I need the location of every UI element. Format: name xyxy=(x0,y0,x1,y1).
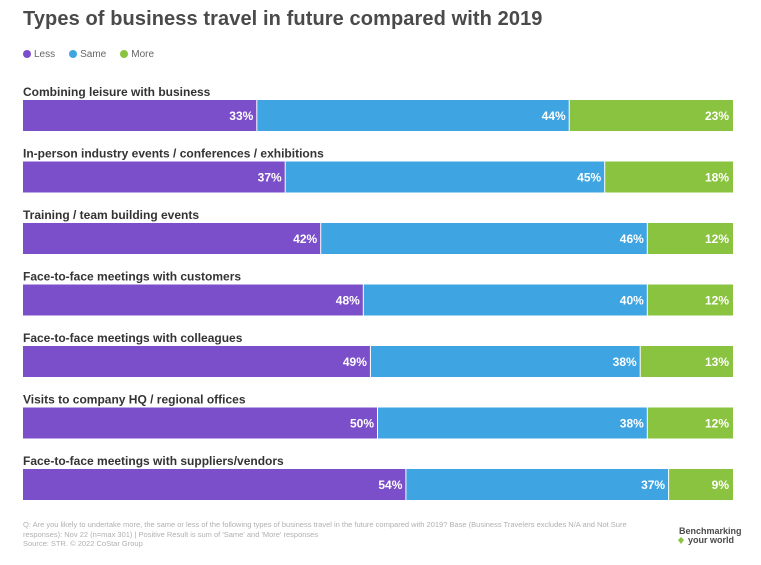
bar-more-face-to-face-meetings-with-suppliers-vendors[interactable] xyxy=(669,469,733,500)
data-label-less-combining-leisure-with-business: 33% xyxy=(229,109,253,123)
bar-same-face-to-face-meetings-with-colleagues[interactable] xyxy=(370,346,640,377)
data-label-more-combining-leisure-with-business: 23% xyxy=(705,109,729,123)
bar-less-visits-to-company-hq-regional-offices[interactable] xyxy=(23,407,377,439)
category-label-face-to-face-meetings-with-colleagues: Face-to-face meetings with colleagues xyxy=(23,331,243,345)
bar-less-face-to-face-meetings-with-suppliers-vendors[interactable] xyxy=(23,469,406,500)
logo-pin-icon xyxy=(678,537,684,544)
data-label-more-visits-to-company-hq-regional-offices: 12% xyxy=(705,417,729,431)
bar-more-face-to-face-meetings-with-colleagues[interactable] xyxy=(640,346,733,377)
bar-same-in-person-industry-events-conferences-exhibitions[interactable] xyxy=(285,161,605,193)
data-label-less-face-to-face-meetings-with-suppliers-vendors: 54% xyxy=(378,478,402,492)
legend-label-same: Same xyxy=(80,48,107,60)
data-label-more-face-to-face-meetings-with-colleagues: 13% xyxy=(705,355,729,369)
legend-item-same[interactable]: Same xyxy=(69,49,106,60)
bar-more-visits-to-company-hq-regional-offices[interactable] xyxy=(647,407,733,439)
benchmarking-logo: Benchmarking your world xyxy=(674,526,744,546)
data-label-same-face-to-face-meetings-with-customers: 40% xyxy=(620,294,644,308)
bar-more-in-person-industry-events-conferences-exhibitions[interactable] xyxy=(605,161,733,193)
bar-same-face-to-face-meetings-with-suppliers-vendors[interactable] xyxy=(406,469,669,500)
legend-item-less[interactable]: Less xyxy=(23,49,55,60)
bar-more-face-to-face-meetings-with-customers[interactable] xyxy=(647,284,733,316)
data-label-same-face-to-face-meetings-with-colleagues: 38% xyxy=(613,355,637,369)
bar-less-face-to-face-meetings-with-customers[interactable] xyxy=(23,284,363,316)
footnote-base: responses): Nov 22 (n=max 301) | Positiv… xyxy=(23,529,319,539)
bar-more-combining-leisure-with-business[interactable] xyxy=(569,100,733,131)
data-label-same-training-team-building-events: 46% xyxy=(620,232,644,246)
legend-swatch-same xyxy=(69,50,78,58)
legend-label-more: More xyxy=(131,48,155,60)
footnote-question: Q: Are you likely to undertake more, the… xyxy=(23,520,627,529)
category-label-face-to-face-meetings-with-customers: Face-to-face meetings with customers xyxy=(23,270,241,284)
bar-less-in-person-industry-events-conferences-exhibitions[interactable] xyxy=(23,161,285,193)
data-label-less-in-person-industry-events-conferences-exhibitions: 37% xyxy=(258,171,282,185)
data-label-less-training-team-building-events: 42% xyxy=(293,232,317,246)
bar-same-visits-to-company-hq-regional-offices[interactable] xyxy=(378,407,647,439)
data-label-same-visits-to-company-hq-regional-offices: 38% xyxy=(620,417,644,431)
bar-same-combining-leisure-with-business[interactable] xyxy=(257,100,569,131)
category-label-visits-to-company-hq-regional-offices: Visits to company HQ / regional offices xyxy=(23,393,246,407)
legend-swatch-more xyxy=(120,50,129,58)
bar-more-training-team-building-events[interactable] xyxy=(647,223,733,254)
footnote-source: Source: STR. © 2022 CoStar Group xyxy=(23,539,143,548)
data-label-same-in-person-industry-events-conferences-exhibitions: 45% xyxy=(577,171,601,185)
bar-less-training-team-building-events[interactable] xyxy=(23,223,321,254)
bar-less-combining-leisure-with-business[interactable] xyxy=(23,100,257,131)
legend-label-less: Less xyxy=(34,48,56,60)
stacked-bar-chart: Combining leisure with business 33% 44% 23%… xyxy=(23,85,733,500)
data-label-less-face-to-face-meetings-with-colleagues: 49% xyxy=(343,355,367,369)
logo-text-benchmarking: Benchmarking xyxy=(679,526,742,536)
category-label-training-team-building-events: Training / team building events xyxy=(23,208,199,222)
chart-footnote: Q: Are you likely to undertake more, the… xyxy=(23,520,653,549)
data-label-more-in-person-industry-events-conferences-exhibitions: 18% xyxy=(705,171,729,185)
category-label-face-to-face-meetings-with-suppliers-vendors: Face-to-face meetings with suppliers/ven… xyxy=(23,454,284,468)
data-label-same-combining-leisure-with-business: 44% xyxy=(542,109,566,123)
bar-less-face-to-face-meetings-with-colleagues[interactable] xyxy=(23,346,370,377)
logo-text-your-world: your world xyxy=(688,535,735,545)
bar-same-face-to-face-meetings-with-customers[interactable] xyxy=(363,284,647,316)
category-label-in-person-industry-events-conferences-exhibitions: In-person industry events / conferences … xyxy=(23,147,324,161)
data-label-more-face-to-face-meetings-with-customers: 12% xyxy=(705,294,729,308)
data-label-more-face-to-face-meetings-with-suppliers-vendors: 9% xyxy=(712,478,730,492)
bar-same-training-team-building-events[interactable] xyxy=(321,223,647,254)
legend-item-more[interactable]: More xyxy=(120,49,154,60)
data-label-less-face-to-face-meetings-with-customers: 48% xyxy=(336,294,360,308)
data-label-less-visits-to-company-hq-regional-offices: 50% xyxy=(350,417,374,431)
category-label-combining-leisure-with-business: Combining leisure with business xyxy=(23,85,211,99)
chart-title: Types of business travel in future compa… xyxy=(23,8,543,30)
chart-legend: Less Same More xyxy=(23,47,168,61)
data-label-more-training-team-building-events: 12% xyxy=(705,232,729,246)
data-label-same-face-to-face-meetings-with-suppliers-vendors: 37% xyxy=(641,478,665,492)
legend-swatch-less xyxy=(23,50,31,58)
